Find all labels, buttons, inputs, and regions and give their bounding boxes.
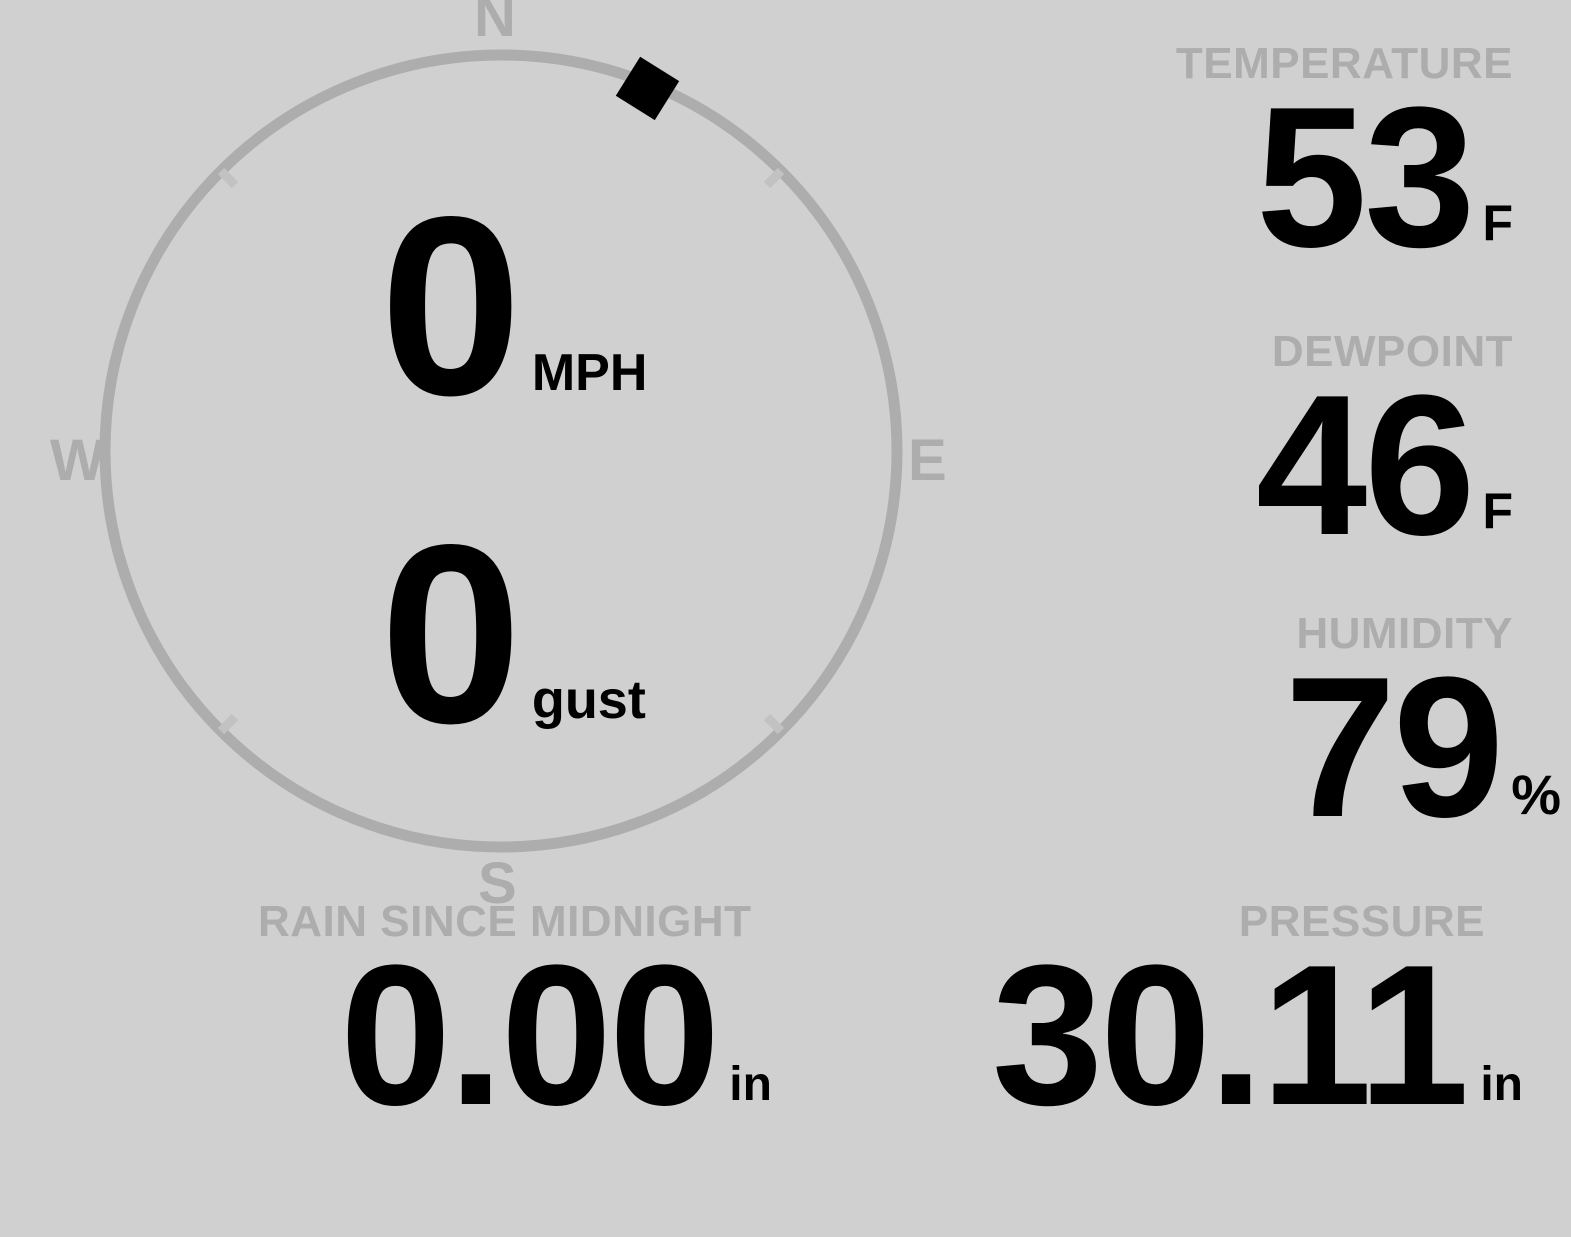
pressure-unit: in xyxy=(1480,1058,1523,1111)
rain-stat: RAIN SINCE MIDNIGHT 0.00 in xyxy=(258,897,772,1147)
pressure-stat: PRESSURE 30.11 in xyxy=(991,897,1523,1147)
temperature-stat: TEMPERATURE 53 F xyxy=(1175,39,1513,289)
rain-unit: in xyxy=(729,1058,772,1111)
wind-speed-readout: 0 MPH xyxy=(380,164,648,449)
rain-value: 0.00 xyxy=(340,924,720,1147)
humidity-stat: HUMIDITY 79 % xyxy=(1284,609,1561,859)
humidity-value: 79 xyxy=(1284,636,1504,859)
wind-direction-marker xyxy=(615,56,680,121)
compass-label-west: W xyxy=(50,428,105,493)
humidity-value-row: 79 % xyxy=(1284,636,1561,859)
dewpoint-stat: DEWPOINT 46 F xyxy=(1255,327,1513,577)
pressure-label: PRESSURE xyxy=(1238,897,1485,946)
wind-gust-readout: 0 gust xyxy=(380,492,646,777)
wind-gust-unit: gust xyxy=(531,670,646,730)
compass-label-east: E xyxy=(908,428,947,493)
pressure-value-row: 30.11 in xyxy=(991,924,1523,1147)
temperature-unit: F xyxy=(1482,195,1513,251)
dewpoint-label: DEWPOINT xyxy=(1271,327,1513,376)
dewpoint-value-row: 46 F xyxy=(1255,354,1513,577)
wind-gust-value: 0 xyxy=(380,492,522,777)
dewpoint-value: 46 xyxy=(1255,354,1475,577)
compass-tick-marks xyxy=(217,167,785,735)
pressure-value: 30.11 xyxy=(991,924,1469,1147)
temperature-value: 53 xyxy=(1255,66,1475,289)
temperature-label: TEMPERATURE xyxy=(1175,39,1513,88)
humidity-unit: % xyxy=(1511,763,1561,826)
compass-ring xyxy=(99,49,903,853)
rain-value-row: 0.00 in xyxy=(340,924,772,1147)
wind-compass-gauge: N S W E 0 MPH 0 gust xyxy=(0,0,1010,913)
wind-speed-unit: MPH xyxy=(531,344,648,402)
rain-label: RAIN SINCE MIDNIGHT xyxy=(258,897,752,946)
wind-speed-value: 0 xyxy=(380,164,522,449)
dewpoint-unit: F xyxy=(1482,483,1513,539)
humidity-label: HUMIDITY xyxy=(1296,609,1513,658)
compass-label-north: N xyxy=(474,0,516,49)
temperature-value-row: 53 F xyxy=(1176,66,1513,289)
compass-label-south: S xyxy=(478,851,517,916)
compass-dial-svg xyxy=(99,49,903,853)
